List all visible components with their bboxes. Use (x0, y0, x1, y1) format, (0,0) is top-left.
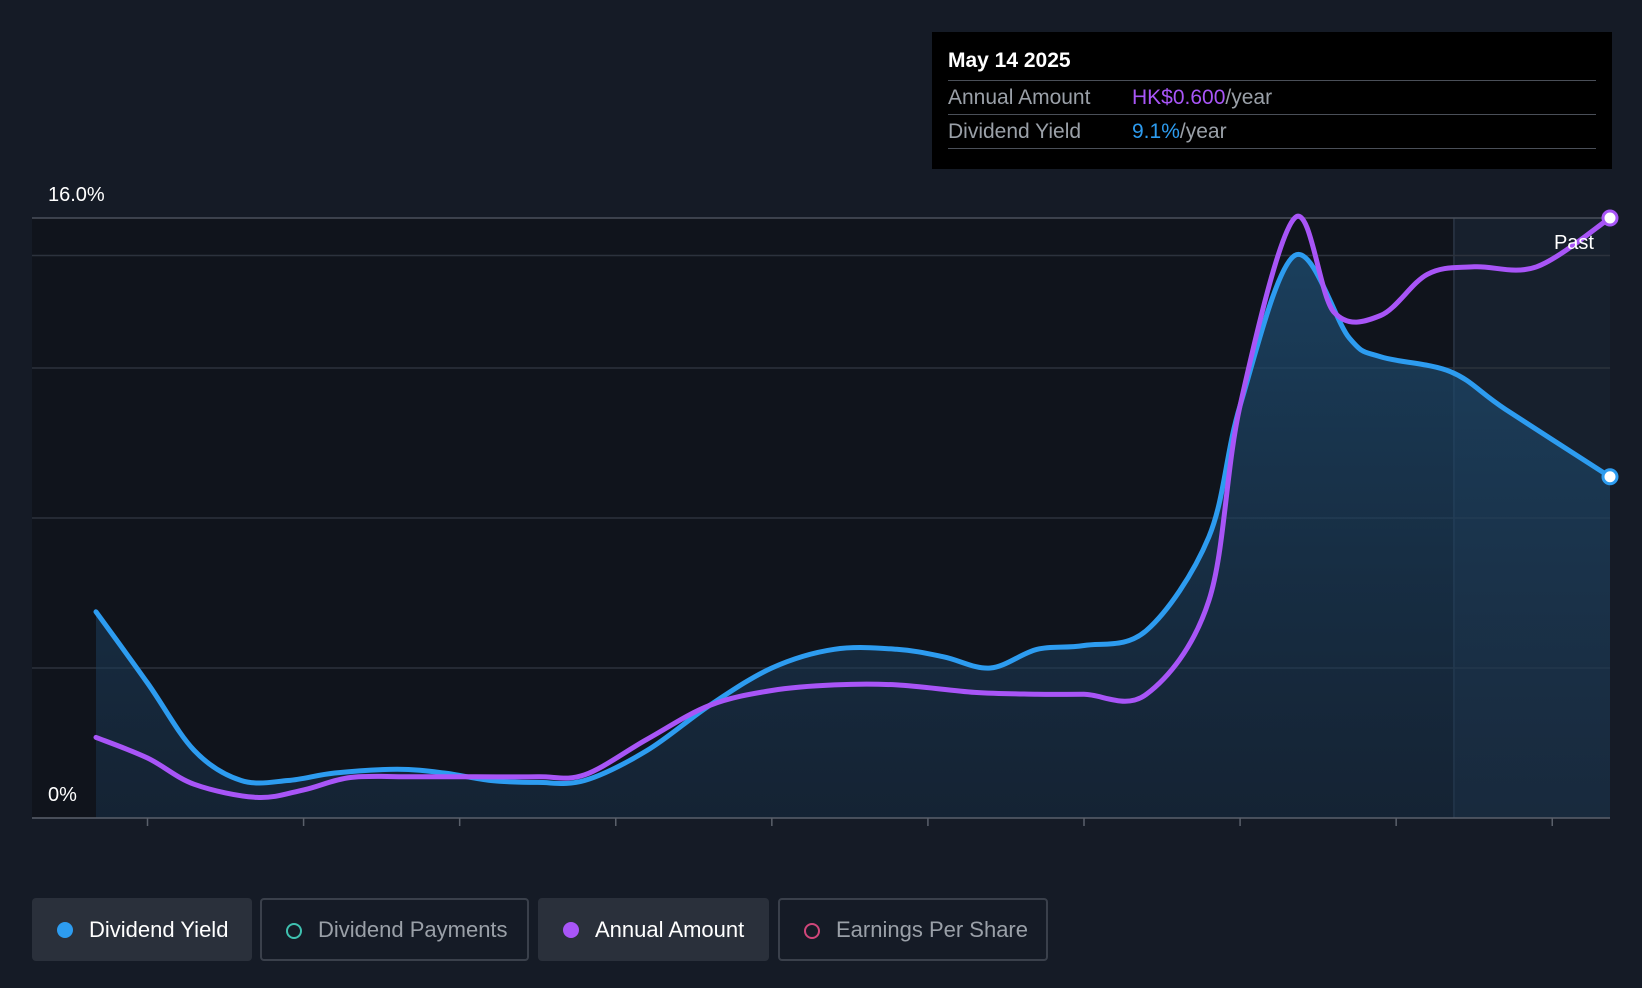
tooltip-row-dividend-yield: Dividend Yield 9.1%/year (948, 114, 1596, 149)
dividend-payments-dot-icon (286, 923, 302, 939)
x-axis-ticks: 2016201720182019202020212022202320242025 (146, 818, 1553, 826)
tooltip-label: Annual Amount (948, 86, 1091, 109)
tooltip-value: 9.1% (1132, 120, 1180, 143)
tooltip-suffix: /year (1179, 120, 1227, 143)
tooltip-value: HK$0.600 (1132, 86, 1226, 109)
legend-annual-amount-button[interactable]: Annual Amount (538, 898, 769, 961)
dividend-chart: 16.0% 0% Past 20162017201820192020202120… (32, 184, 1619, 826)
legend-label: Dividend Yield (89, 917, 229, 942)
y-axis-bottom-label: 0% (48, 784, 77, 806)
legend-earnings-per-share-button[interactable]: Earnings Per Share (778, 898, 1048, 961)
tooltip-label: Dividend Yield (948, 120, 1082, 143)
past-label: Past (1554, 232, 1594, 254)
earnings-per-share-dot-icon (804, 923, 820, 939)
annual-amount-dot-icon (563, 922, 579, 938)
legend-dividend-yield-button[interactable]: Dividend Yield (32, 898, 252, 961)
legend-label: Annual Amount (595, 917, 745, 942)
dividend-yield-end-marker[interactable] (1601, 468, 1619, 486)
annual-amount-line (93, 213, 1613, 800)
tooltip-suffix: /year (1225, 86, 1273, 109)
legend-dividend-payments-button[interactable]: Dividend Payments (260, 898, 529, 961)
legend-label: Dividend Payments (318, 917, 508, 942)
tooltip: May 14 2025 Annual Amount HK$0.600/year D… (932, 32, 1612, 169)
tooltip-row-annual-amount: Annual Amount HK$0.600/year (948, 80, 1596, 114)
tooltip-date: May 14 2025 (948, 49, 1071, 72)
dividend-yield-dot-icon (57, 922, 73, 938)
dividend-yield-area (96, 254, 1610, 819)
y-axis-top-label: 16.0% (48, 184, 105, 206)
legend-label: Earnings Per Share (836, 917, 1028, 942)
annual-amount-end-marker[interactable] (1601, 209, 1619, 227)
